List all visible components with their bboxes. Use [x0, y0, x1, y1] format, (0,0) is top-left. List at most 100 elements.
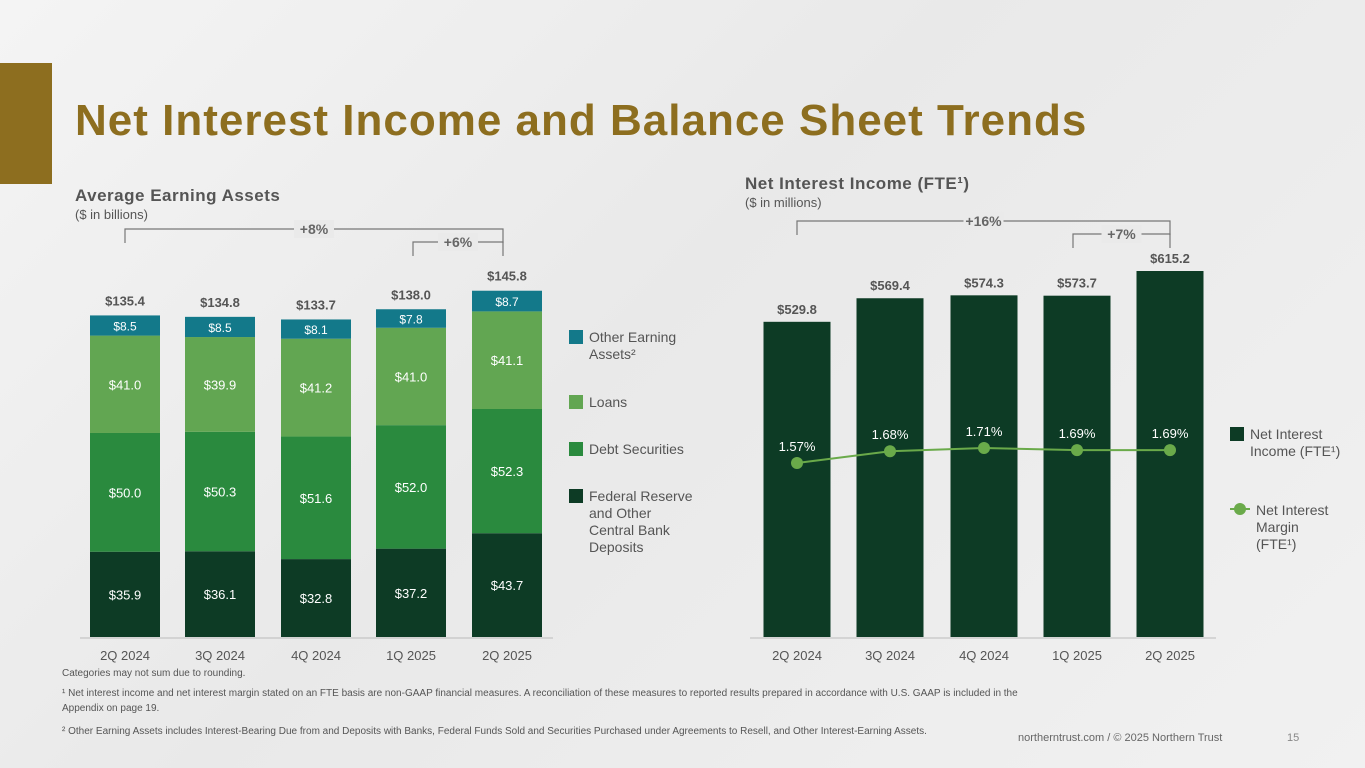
assets-bar-segment [281, 559, 351, 637]
assets-total-label: $133.7 [296, 297, 336, 312]
assets-segment-label: $37.2 [395, 586, 428, 601]
legend-other-earning-assets: Other Earning Assets² [569, 329, 699, 363]
nii-bar-label: $529.8 [777, 302, 817, 317]
footnote-2: ² Other Earning Assets includes Interest… [62, 726, 927, 737]
legend-label-other: Other Earning Assets² [589, 329, 677, 362]
assets-segment-label: $8.1 [304, 323, 328, 337]
nim-point [1071, 444, 1083, 457]
legend-label-fed: Federal Reserve and Other Central Bank D… [589, 488, 693, 555]
assets-segment-label: $7.8 [399, 313, 423, 327]
assets-segment-label: $32.8 [300, 591, 333, 606]
assets-bar-segment [376, 425, 446, 549]
nii-category-label: 1Q 2025 [1052, 648, 1102, 663]
nii-bar-label: $615.2 [1150, 251, 1190, 266]
legend-swatch-nii [1230, 427, 1244, 441]
nii-category-label: 3Q 2024 [865, 648, 915, 663]
assets-bar-segment [376, 548, 446, 637]
assets-bracket-8-label: +8% [300, 221, 329, 237]
assets-total-label: $135.4 [105, 293, 146, 308]
nii-category-label: 2Q 2024 [772, 648, 822, 663]
assets-bar-segment [472, 311, 542, 409]
assets-bar-segment [185, 316, 255, 338]
legend-swatch-debt [569, 442, 583, 456]
legend-loans: Loans [569, 394, 627, 411]
nii-bar [1043, 295, 1111, 637]
assets-category-label: 2Q 2025 [482, 648, 532, 663]
assets-category-label: 4Q 2024 [291, 648, 341, 663]
assets-segment-label: $50.0 [109, 485, 142, 500]
legend-debt-securities: Debt Securities [569, 441, 684, 458]
nii-bar [950, 295, 1018, 637]
assets-bar-segment [90, 315, 160, 336]
nii-bracket-16-label: +16% [965, 213, 1002, 229]
legend-swatch-loans [569, 395, 583, 409]
assets-bar-segment [185, 431, 255, 552]
assets-segment-label: $41.1 [491, 353, 524, 368]
legend-marker-nim [1230, 502, 1250, 516]
footnote-1: ¹ Net interest income and net interest m… [62, 688, 1018, 714]
assets-bar-segment [472, 290, 542, 312]
assets-segment-label: $43.7 [491, 578, 524, 593]
nii-bracket-7-label-bg [1101, 225, 1142, 243]
assets-segment-label: $36.1 [204, 587, 237, 602]
legend-label-loans: Loans [589, 394, 628, 410]
accent-bar [0, 63, 52, 184]
assets-segment-label: $8.7 [495, 295, 519, 309]
assets-total-label: $138.0 [391, 287, 431, 302]
assets-segment-label: $52.3 [491, 464, 524, 479]
assets-bracket-8-label-bg [294, 220, 334, 238]
legend-label-nim: Net Interest Margin (FTE¹) [1256, 502, 1329, 552]
nii-bar [763, 321, 831, 637]
nim-point [978, 442, 990, 454]
nii-category-label: 4Q 2024 [959, 648, 1009, 663]
nii-bracket-7-label: +7% [1107, 226, 1136, 242]
nim-label: 1.68% [872, 427, 909, 442]
assets-chart-title: Average Earning Assets [75, 186, 281, 205]
legend-label-nii: Net Interest Income (FTE¹) [1250, 426, 1341, 459]
assets-segment-label: $41.0 [395, 369, 428, 384]
assets-bar-segment [376, 327, 446, 426]
assets-segment-label: $8.5 [113, 320, 137, 334]
page-title: Net Interest Income and Balance Sheet Tr… [75, 96, 1088, 145]
nim-label: 1.71% [966, 424, 1003, 439]
legend-nim: Net Interest Margin (FTE¹) [1230, 502, 1346, 553]
assets-category-label: 1Q 2025 [386, 648, 436, 663]
assets-segment-label: $39.9 [204, 377, 237, 392]
assets-segment-label: $50.3 [204, 485, 237, 500]
legend-label-debt: Debt Securities [589, 441, 684, 457]
nim-label: 1.69% [1152, 426, 1189, 441]
assets-bar-segment [90, 432, 160, 552]
nii-chart-title: Net Interest Income (FTE¹) [745, 174, 970, 193]
nim-label: 1.69% [1059, 426, 1096, 441]
footer-copyright: northerntrust.com / © 2025 Northern Trus… [1018, 732, 1223, 744]
legend-fed-deposits: Federal Reserve and Other Central Bank D… [569, 488, 704, 556]
nii-chart-subtitle: ($ in millions) [745, 195, 822, 210]
assets-bar-segment [472, 533, 542, 637]
nii-bar-label: $574.3 [964, 275, 1004, 290]
assets-segment-label: $52.0 [395, 480, 428, 495]
assets-segment-label: $35.9 [109, 587, 142, 602]
nii-bar [856, 298, 924, 637]
assets-bar-segment [185, 337, 255, 432]
assets-bar-segment [472, 409, 542, 534]
legend-swatch-fed [569, 489, 583, 503]
page-number: 15 [1287, 732, 1300, 744]
legend-nii: Net Interest Income (FTE¹) [1230, 426, 1360, 460]
assets-bar-segment [185, 551, 255, 637]
nii-category-label: 2Q 2025 [1145, 648, 1195, 663]
nii-bracket-16-label-bg [963, 212, 1004, 230]
nim-label: 1.57% [779, 439, 816, 454]
assets-segment-label: $41.2 [300, 381, 333, 396]
assets-segment-label: $8.5 [208, 321, 232, 335]
nii-bar-label: $569.4 [870, 278, 911, 293]
legend-swatch-other [569, 330, 583, 344]
assets-total-label: $145.8 [487, 269, 527, 284]
nim-point [1164, 444, 1176, 457]
assets-bracket-6-label-bg [438, 233, 478, 251]
nim-point [884, 445, 896, 458]
assets-chart-subtitle: ($ in billions) [75, 207, 148, 222]
assets-bar-segment [90, 335, 160, 433]
nim-point [791, 457, 803, 469]
